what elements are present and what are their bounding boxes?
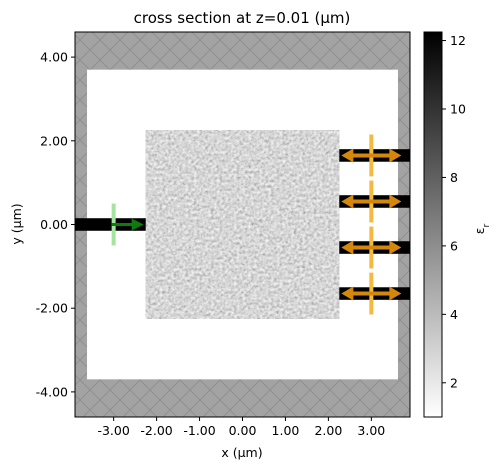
input-waveguide [75, 218, 146, 231]
colorbar-tick-label: 12 [450, 33, 466, 48]
y-axis-label: y (μm) [9, 203, 24, 244]
plot-area [75, 32, 410, 417]
colorbar-axis: 2 4 6 8 10 12 [442, 33, 466, 390]
x-tick-label: 0.00 [229, 423, 257, 438]
monitor-arrow-left-4 [341, 286, 354, 301]
monitor-arrow-left-3 [341, 240, 354, 255]
chart-title: cross section at z=0.01 (μm) [134, 9, 351, 27]
y-tick-label: 2.00 [40, 133, 68, 148]
y-tick-label: 4.00 [40, 50, 68, 65]
monitor-arrow-right-2 [389, 194, 402, 209]
y-tick-label: 0.00 [40, 217, 68, 232]
colorbar-tick-label: 6 [450, 238, 458, 253]
colorbar-tick-label: 8 [450, 170, 458, 185]
x-axis: -3.00 -2.00 -1.00 0.00 1.00 2.00 3.00 [97, 417, 385, 438]
y-tick-label: -4.00 [36, 384, 68, 399]
colorbar-tick-label: 2 [450, 375, 458, 390]
pml-top [75, 32, 410, 70]
pml-right [397, 32, 410, 417]
source-arrow-head [131, 218, 144, 231]
colorbar-tick-label: 4 [450, 307, 458, 322]
monitor-arrow-right-1 [389, 148, 402, 163]
x-tick-label: 2.00 [314, 423, 342, 438]
pml-bottom [75, 379, 410, 417]
monitor-arrow-left-1 [341, 148, 354, 163]
x-tick-label: 3.00 [357, 423, 385, 438]
colorbar-label: εr [472, 223, 492, 234]
design-region [145, 130, 340, 319]
monitor-arrow-right-4 [389, 286, 402, 301]
x-axis-label: x (μm) [221, 445, 262, 460]
x-tick-label: -3.00 [97, 423, 129, 438]
y-axis: 4.00 2.00 0.00 -2.00 -4.00 [36, 50, 75, 399]
y-tick-label: -2.00 [36, 301, 68, 316]
monitor-arrow-left-2 [341, 194, 354, 209]
colorbar [423, 31, 443, 418]
x-tick-label: -1.00 [183, 423, 215, 438]
monitor-arrow-right-3 [389, 240, 402, 255]
x-tick-label: -2.00 [140, 423, 172, 438]
x-tick-label: 1.00 [272, 423, 300, 438]
colorbar-tick-label: 10 [450, 102, 466, 117]
